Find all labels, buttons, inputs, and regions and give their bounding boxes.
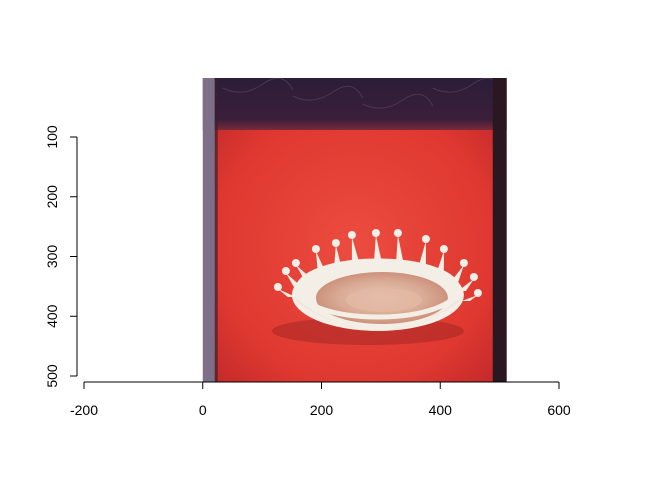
photo-texture [362, 93, 434, 109]
milk-spike [457, 279, 474, 291]
photo-texture [292, 85, 364, 101]
milk-droplet [273, 283, 282, 291]
photo-texture [222, 78, 294, 93]
x-tick-label: 0 [199, 402, 207, 418]
milk-droplet [469, 273, 478, 281]
photo-left-strip [202, 78, 215, 382]
x-tick-label: -200 [70, 402, 98, 418]
y-tick-label: 500 [44, 364, 60, 388]
milk-droplet [421, 235, 430, 243]
y-tick-label: 400 [44, 304, 60, 328]
x-tick-label: 200 [310, 402, 334, 418]
milk-spike [461, 295, 478, 301]
photo-left-edge [214, 78, 218, 382]
milk-spike [333, 245, 342, 269]
milk-droplet [281, 267, 290, 275]
milk-droplet [311, 245, 320, 253]
y-tick-label: 200 [44, 185, 60, 209]
milk-spike [351, 237, 360, 265]
milk-spike [435, 251, 444, 275]
milk-spike [315, 251, 326, 273]
milk-spike [277, 289, 296, 297]
milk-droplet [371, 229, 380, 237]
milk-droplet [473, 289, 482, 297]
photo-top-band [202, 78, 507, 130]
milk-droplet [393, 229, 402, 237]
photo-raster [202, 78, 643, 382]
y-axis: 100 200 300 400 500 [44, 125, 78, 388]
y-tick-label: 300 [44, 245, 60, 269]
milk-droplet [331, 239, 340, 247]
milk-droplet [291, 259, 300, 267]
milk-droplet [347, 231, 356, 239]
milk-crown-base [291, 295, 464, 331]
photo-right-strip [492, 78, 507, 382]
milk-spike [295, 265, 312, 279]
x-tick-label: 600 [547, 402, 571, 418]
milk-spike [395, 235, 404, 265]
photo-texture [573, 94, 643, 108]
milk-spike [417, 241, 426, 269]
y-tick-label: 100 [44, 125, 60, 149]
milk-crown-center [345, 288, 422, 312]
milk-droplet [459, 259, 468, 267]
milk-droplet [439, 245, 448, 253]
x-axis: -200 0 200 400 600 [70, 381, 571, 418]
milk-spike [449, 265, 464, 283]
milk-spike [373, 235, 382, 263]
x-tick-label: 400 [429, 402, 453, 418]
photo-texture [502, 95, 507, 99]
milk-spike [285, 273, 302, 287]
